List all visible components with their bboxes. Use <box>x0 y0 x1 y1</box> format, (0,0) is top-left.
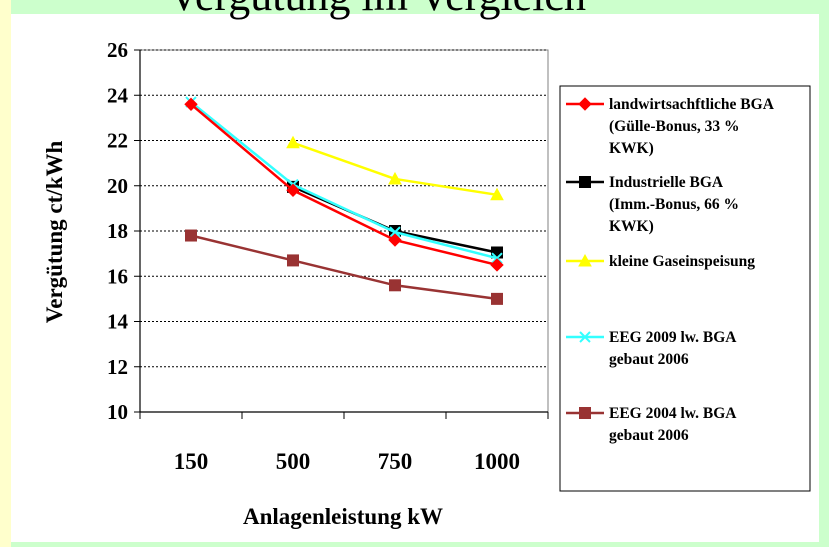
legend-swatch-marker <box>578 253 592 267</box>
legend-label: gebaut 2006 <box>609 351 689 368</box>
x-tick-label: 150 <box>174 449 209 474</box>
y-tick-label: 20 <box>107 174 128 198</box>
slide-title-fragment: Vergütung im Vergleich <box>168 0 586 21</box>
data-point <box>286 183 300 197</box>
legend-label: EEG 2004 lw. BGA <box>609 405 737 422</box>
legend-label: Industrielle BGA <box>609 174 724 191</box>
x-tick-label: 500 <box>276 449 311 474</box>
data-point <box>185 229 197 242</box>
legend-label: kleine Gaseinspeisung <box>609 253 755 270</box>
y-tick-label: 12 <box>107 355 128 379</box>
y-tick-label: 10 <box>107 400 128 424</box>
legend-swatch-marker <box>579 331 591 343</box>
data-point <box>491 252 503 264</box>
series-line <box>190 101 498 260</box>
y-tick-label: 22 <box>107 129 128 153</box>
y-tick-label: 16 <box>107 264 128 288</box>
data-point <box>286 135 300 149</box>
legend-label: (Gülle-Bonus, 33 % <box>609 118 739 135</box>
y-tick-label: 24 <box>107 83 129 107</box>
x-tick-label: 750 <box>378 449 413 474</box>
legend-label: (Imm.-Bonus, 66 % <box>609 196 739 213</box>
data-point <box>184 97 198 112</box>
legend-label: landwirtsachftliche BGA <box>609 96 775 113</box>
legend-swatch-marker <box>578 97 592 111</box>
data-point <box>490 258 504 272</box>
y-tick-label: 18 <box>107 219 128 243</box>
series-line <box>190 103 498 267</box>
data-point <box>388 233 402 247</box>
legend-label: gebaut 2006 <box>609 427 689 444</box>
data-point <box>389 226 401 238</box>
y-axis-title: Vergütung ct/kWh <box>42 141 67 324</box>
data-point <box>389 279 401 292</box>
plot-area: 10 12 14 16 18 20 22 24 26 150 500 750 1000 <box>107 38 549 474</box>
legend-swatch-marker <box>579 176 591 188</box>
legend-label: KWK) <box>609 140 654 157</box>
y-tick-label: 26 <box>107 38 128 62</box>
legend: landwirtsachftliche BGA (Gülle-Bonus, 33 … <box>559 85 811 492</box>
legend-box <box>559 85 811 492</box>
series-line <box>190 234 498 301</box>
data-point <box>490 187 504 201</box>
data-point <box>388 171 402 185</box>
legend-swatch-marker <box>579 407 591 419</box>
legend-label: KWK) <box>609 218 654 235</box>
data-point <box>491 292 503 305</box>
left-background-strip <box>0 0 11 547</box>
y-tick-label: 14 <box>107 310 129 334</box>
x-tick-label: 1000 <box>474 449 520 474</box>
data-point <box>287 254 299 267</box>
legend-label: EEG 2009 lw. BGA <box>609 329 737 346</box>
x-axis-title: Anlagenleistung kW <box>243 504 443 529</box>
